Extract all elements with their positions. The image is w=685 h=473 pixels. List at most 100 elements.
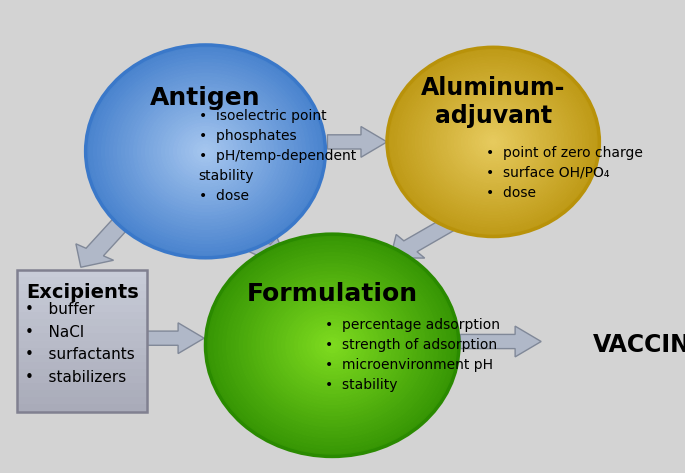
Ellipse shape xyxy=(299,315,366,375)
Ellipse shape xyxy=(134,88,277,215)
Bar xyxy=(17,270,147,277)
Ellipse shape xyxy=(472,123,514,161)
Ellipse shape xyxy=(479,129,508,155)
Ellipse shape xyxy=(142,95,269,208)
Ellipse shape xyxy=(138,91,273,212)
Ellipse shape xyxy=(110,66,301,236)
Ellipse shape xyxy=(153,105,258,198)
Ellipse shape xyxy=(440,95,547,189)
Ellipse shape xyxy=(426,82,560,202)
Ellipse shape xyxy=(177,127,234,176)
Ellipse shape xyxy=(264,286,400,404)
Ellipse shape xyxy=(328,342,336,349)
Ellipse shape xyxy=(129,84,282,219)
Ellipse shape xyxy=(169,119,241,184)
Ellipse shape xyxy=(122,77,289,226)
Ellipse shape xyxy=(303,319,362,371)
Bar xyxy=(17,305,147,312)
Bar xyxy=(17,369,147,376)
Ellipse shape xyxy=(307,323,358,368)
Ellipse shape xyxy=(193,141,218,162)
Ellipse shape xyxy=(231,256,434,434)
Bar xyxy=(17,319,147,326)
Ellipse shape xyxy=(401,60,585,224)
Ellipse shape xyxy=(105,63,306,240)
Bar xyxy=(17,298,147,305)
Ellipse shape xyxy=(162,113,249,190)
Bar xyxy=(17,333,147,341)
Bar xyxy=(17,404,147,412)
Ellipse shape xyxy=(145,98,265,205)
Ellipse shape xyxy=(190,137,221,166)
FancyArrow shape xyxy=(390,217,459,258)
Ellipse shape xyxy=(90,49,321,254)
Ellipse shape xyxy=(465,117,521,167)
Ellipse shape xyxy=(387,47,599,237)
Ellipse shape xyxy=(277,297,387,394)
Ellipse shape xyxy=(429,85,557,199)
Text: Formulation: Formulation xyxy=(247,282,418,306)
Ellipse shape xyxy=(206,234,459,456)
Ellipse shape xyxy=(101,59,310,244)
Ellipse shape xyxy=(447,101,539,183)
Ellipse shape xyxy=(214,242,451,449)
Ellipse shape xyxy=(482,132,503,151)
Ellipse shape xyxy=(252,275,412,416)
Ellipse shape xyxy=(315,331,349,360)
Ellipse shape xyxy=(227,253,438,438)
Ellipse shape xyxy=(256,279,408,412)
Ellipse shape xyxy=(210,238,455,453)
Ellipse shape xyxy=(490,139,497,145)
Ellipse shape xyxy=(239,264,425,427)
Bar xyxy=(17,348,147,355)
Ellipse shape xyxy=(394,53,593,230)
FancyArrow shape xyxy=(147,323,204,354)
Ellipse shape xyxy=(218,245,447,446)
Ellipse shape xyxy=(166,116,245,187)
Ellipse shape xyxy=(324,338,340,353)
Ellipse shape xyxy=(454,107,532,176)
Text: •  percentage adsorption
•  strength of adsorption
•  microenvironment pH
•  sta: • percentage adsorption • strength of ad… xyxy=(325,318,500,392)
Bar xyxy=(17,397,147,404)
Bar xyxy=(17,291,147,298)
Text: •   buffer
•   NaCl
•   surfactants
•   stabilizers: • buffer • NaCl • surfactants • stabiliz… xyxy=(25,302,135,385)
Ellipse shape xyxy=(397,57,588,227)
Ellipse shape xyxy=(405,63,582,221)
Text: •  point of zero charge
•  surface OH/PO₄
•  dose: • point of zero charge • surface OH/PO₄ … xyxy=(486,146,643,200)
Ellipse shape xyxy=(444,98,543,186)
Ellipse shape xyxy=(319,334,345,357)
Ellipse shape xyxy=(419,76,567,208)
Ellipse shape xyxy=(436,91,550,193)
Ellipse shape xyxy=(248,271,416,420)
Text: Antigen: Antigen xyxy=(150,86,261,110)
Ellipse shape xyxy=(186,133,225,169)
FancyArrow shape xyxy=(76,219,131,267)
Bar xyxy=(17,277,147,284)
Bar xyxy=(17,341,147,348)
Ellipse shape xyxy=(486,136,500,148)
Ellipse shape xyxy=(290,308,375,382)
Ellipse shape xyxy=(114,70,297,233)
Ellipse shape xyxy=(243,268,421,423)
Text: Excipients: Excipients xyxy=(26,283,138,302)
Bar xyxy=(17,390,147,397)
Ellipse shape xyxy=(286,305,379,386)
Ellipse shape xyxy=(235,260,429,430)
FancyArrow shape xyxy=(460,326,541,357)
Ellipse shape xyxy=(451,104,536,180)
Ellipse shape xyxy=(273,293,391,397)
Ellipse shape xyxy=(223,249,442,442)
Text: VACCINE: VACCINE xyxy=(593,333,685,357)
Ellipse shape xyxy=(461,114,525,170)
Ellipse shape xyxy=(125,80,286,222)
Ellipse shape xyxy=(118,73,293,229)
Ellipse shape xyxy=(260,282,404,408)
Ellipse shape xyxy=(173,123,238,180)
Bar xyxy=(17,326,147,333)
Text: •  isoelectric point
•  phosphates
•  pH/temp-dependent
stability
•  dose: • isoelectric point • phosphates • pH/te… xyxy=(199,109,356,203)
Ellipse shape xyxy=(311,327,353,364)
Ellipse shape xyxy=(469,120,518,164)
Ellipse shape xyxy=(282,301,383,390)
Ellipse shape xyxy=(412,70,575,214)
Ellipse shape xyxy=(390,51,596,233)
